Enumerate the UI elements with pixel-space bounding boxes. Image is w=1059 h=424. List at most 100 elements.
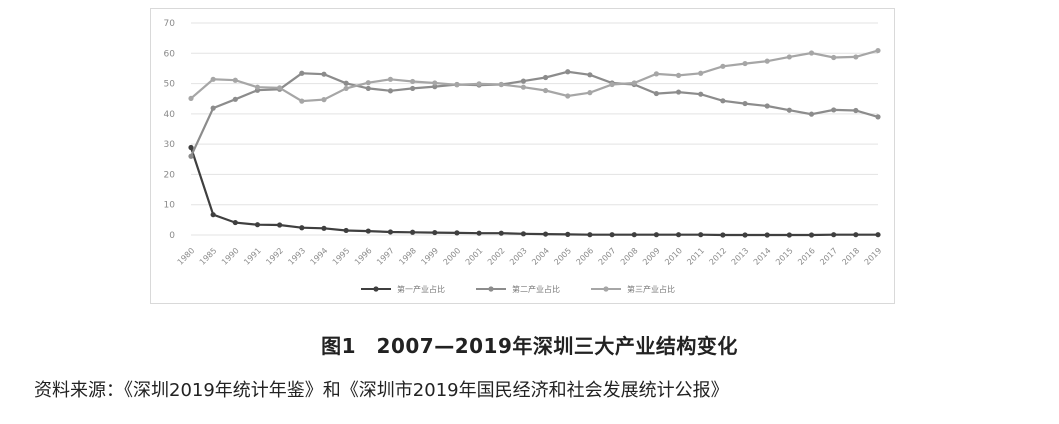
x-tick-label-1985: 1985 [198,246,219,267]
data-point-s3-2017 [831,54,837,61]
x-tick-label-1980: 1980 [176,246,197,267]
data-point-s2-2012 [720,98,726,104]
data-point-s3-2004 [542,87,549,94]
data-point-s1-1991 [254,222,261,228]
legend-marker-2 [488,286,494,292]
x-axis-ticks: 1980 1985 1990 1991 1992 1993 1994 1995 1996 1997… [176,246,884,267]
x-tick-label-2016: 2016 [796,246,817,267]
x-tick-label-2002: 2002 [486,246,507,267]
y-tick-label-40: 40 [164,110,176,120]
data-point-s3-1997 [387,76,394,82]
data-point-s1-2004 [542,231,549,237]
y-tick-label-10: 10 [164,201,176,211]
data-point-s1-1993 [299,225,305,231]
data-point-s1-2019 [875,232,881,238]
data-point-s3-2018 [853,54,859,60]
x-tick-label-2012: 2012 [708,246,729,267]
data-point-s1-2014 [764,232,770,238]
data-point-s2-1999 [432,84,438,90]
data-point-s1-1997 [387,229,394,235]
data-point-s3-2016 [808,50,815,56]
data-point-s2-1996 [365,85,371,92]
data-point-s1-1996 [365,228,371,234]
data-point-s1-2018 [853,232,859,238]
data-point-s3-2019 [875,47,881,54]
data-point-s3-2013 [742,60,748,67]
y-tick-label-30: 30 [164,140,176,150]
y-tick-label-20: 20 [164,170,176,180]
x-tick-label-1999: 1999 [419,246,440,267]
data-point-s3-1990 [232,77,238,83]
data-point-s2-2016 [808,111,815,117]
x-tick-label-2001: 2001 [464,246,485,267]
legend-label-2: 第二产业占比 [512,284,560,294]
x-tick-label-2010: 2010 [663,246,684,267]
data-point-s1-1992 [277,222,283,228]
series-lines [188,47,881,238]
data-point-s3-1998 [410,78,416,85]
x-tick-label-2008: 2008 [619,246,640,267]
data-point-s1-2008 [631,232,637,238]
data-point-s1-2001 [476,230,482,236]
x-tick-label-2018: 2018 [840,246,861,267]
data-point-s3-1985 [210,76,216,82]
x-tick-label-1991: 1991 [242,246,263,267]
series-line-3 [190,49,879,103]
data-point-s3-2008 [631,80,637,86]
data-point-s2-1985 [210,105,216,111]
x-tick-label-1990: 1990 [220,246,241,267]
grid [191,22,878,236]
data-point-s2-2018 [853,107,859,114]
data-point-s2-2006 [587,72,593,78]
y-tick-label-50: 50 [164,80,176,90]
y-tick-label-70: 70 [164,19,176,29]
data-point-s1-2006 [587,232,593,238]
data-point-s1-2015 [786,232,792,238]
data-point-s2-1995 [343,80,349,86]
x-tick-label-2017: 2017 [818,246,839,267]
y-axis-ticks: 0 10 20 30 40 50 60 70 [164,19,176,241]
data-point-s1-2003 [520,231,527,237]
x-tick-label-1992: 1992 [264,246,285,267]
data-point-s3-1994 [321,97,327,103]
x-tick-label-1995: 1995 [331,246,352,267]
x-tick-label-2003: 2003 [508,246,529,267]
data-point-s2-2009 [653,90,659,97]
data-point-s3-2000 [454,82,460,88]
data-point-s1-2013 [742,232,748,238]
y-tick-label-60: 60 [164,49,176,59]
data-point-s2-2004 [542,74,549,81]
data-point-s2-1990 [232,96,238,102]
data-point-s2-1980 [188,153,194,159]
data-point-s3-2010 [675,72,682,78]
x-tick-label-2013: 2013 [730,246,751,267]
y-tick-label-0: 0 [169,231,175,241]
data-point-s3-1992 [277,85,283,91]
data-point-s1-2010 [675,232,682,238]
x-tick-label-2011: 2011 [685,246,706,267]
data-point-s2-1993 [299,70,305,76]
series-line-2 [190,70,879,157]
data-point-s1-1985 [210,212,216,218]
data-point-s1-2009 [653,232,659,238]
figure-caption: 图1 2007—2019年深圳三大产业结构变化 [321,334,738,358]
data-point-s2-1994 [321,71,327,77]
data-point-s3-2015 [786,54,792,60]
data-point-s1-2011 [698,232,704,238]
data-point-s3-2003 [520,84,527,90]
data-point-s3-2014 [764,58,770,64]
x-tick-label-2014: 2014 [752,246,773,267]
data-point-s1-2005 [565,231,571,237]
data-point-s2-2010 [675,89,682,95]
x-tick-label-1997: 1997 [375,246,396,267]
data-point-s3-2001 [476,81,482,87]
data-point-s2-2013 [742,100,748,107]
x-tick-label-2004: 2004 [530,246,551,267]
x-tick-label-2007: 2007 [597,246,618,267]
data-point-s1-1998 [410,229,416,235]
data-point-s1-1994 [321,225,327,231]
legend-label-3: 第三产业占比 [627,284,675,294]
data-point-s1-2016 [808,232,815,238]
data-point-s2-2019 [875,114,881,120]
series-line-1 [189,147,878,237]
